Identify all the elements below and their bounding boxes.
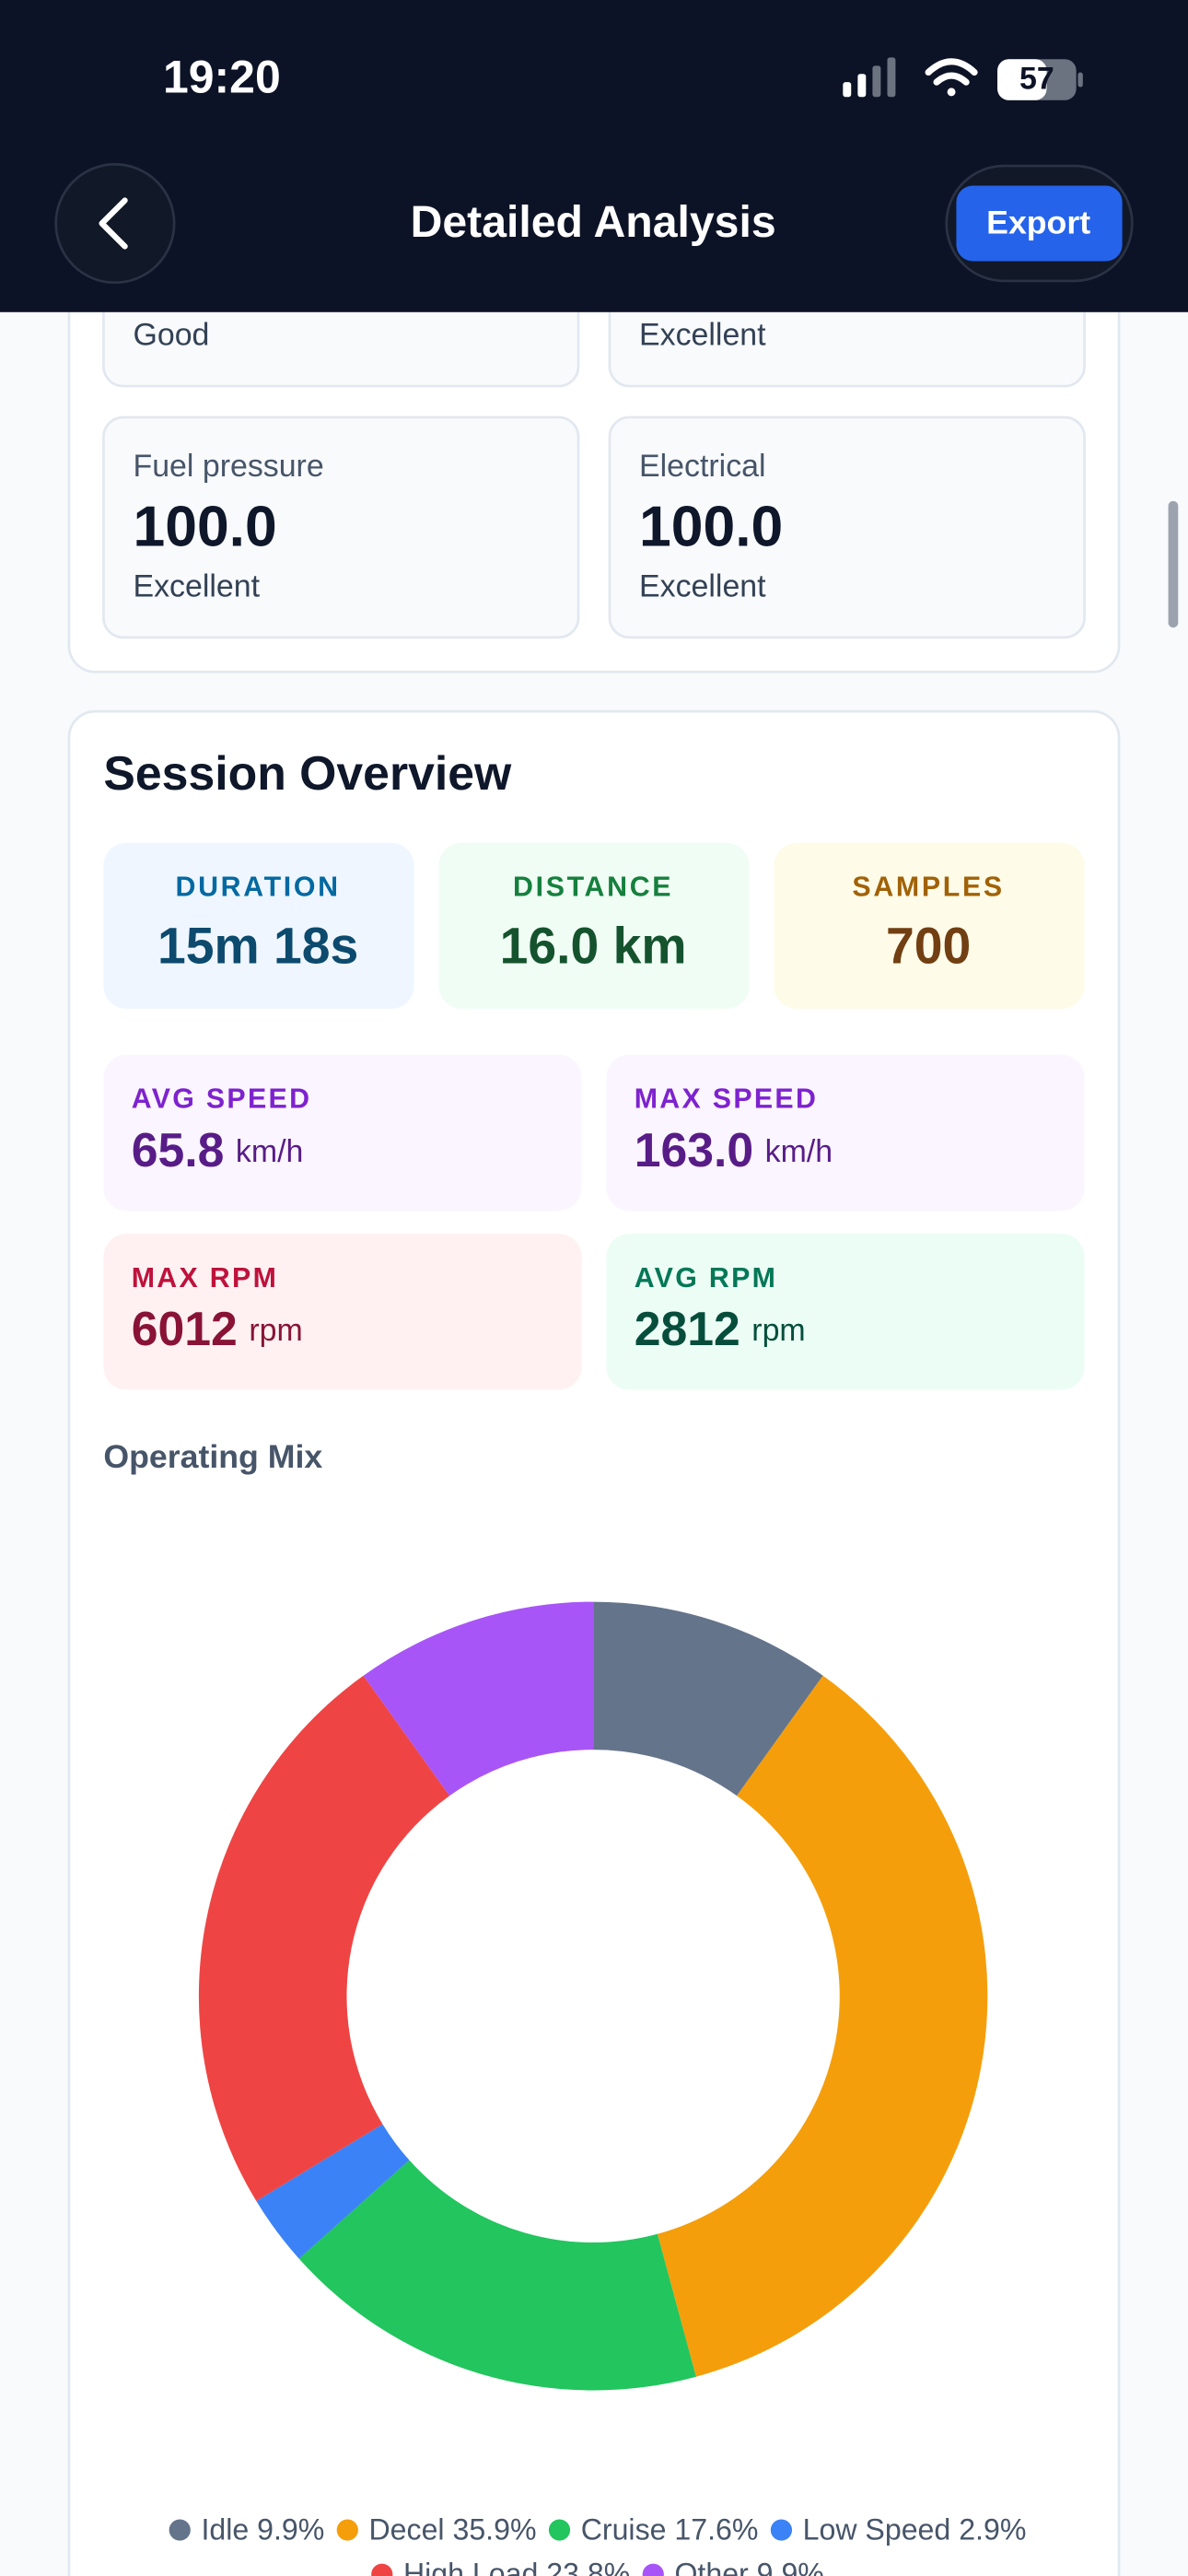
legend-value: 35.9% [452,2512,536,2546]
legend-item: Decel 35.9% [336,2512,537,2546]
legend-swatch [642,2563,664,2576]
metric-label: MAX SPEED [635,1084,818,1115]
legend-label: High Load [403,2557,538,2576]
legend-item: Other 9.9% [642,2557,824,2576]
donut-slice [298,2160,696,2391]
metric-label: AVG RPM [635,1263,777,1294]
metric-tile [608,416,1086,639]
legend-label: Cruise [581,2512,667,2546]
tile-status: Excellent [134,568,261,603]
metric-number: 2812 [635,1302,740,1355]
stat-tile [103,842,414,1009]
metric-number: 163.0 [635,1122,753,1176]
tile-status: Excellent [639,318,766,353]
metric-value: 163.0 km/h [635,1122,833,1176]
export-button[interactable] [956,185,1123,262]
stat-label: DURATION [176,872,341,903]
legend-swatch [770,2519,793,2541]
donut-slice [657,1675,988,2377]
stat-tile [438,842,750,1009]
metric-value: 6012 rpm [132,1302,303,1355]
metric-box [103,1054,582,1212]
legend-value: 23.8% [546,2557,630,2576]
legend-item: Low Speed 2.9% [770,2512,1026,2546]
export-label: Export [986,205,1090,241]
screen-title: Detailed Analysis [411,197,776,247]
legend-value: 17.6% [674,2512,758,2546]
metric-unit: rpm [249,1313,302,1348]
donut-chart [198,1601,988,2391]
stat-value: 16.0 km [500,917,687,974]
metric-number: 65.8 [132,1122,225,1176]
signal-icon [843,57,896,98]
tile-value: 100.0 [639,494,783,558]
metric-value: 2812 rpm [635,1302,806,1355]
tile-label: Fuel pressure [134,449,324,484]
metric-unit: km/h [236,1134,303,1169]
metric-box [103,1234,582,1390]
metric-unit: rpm [751,1313,805,1348]
legend-label: Decel [368,2512,444,2546]
donut-slice [593,1601,823,1797]
legend-value: 9.9% [257,2512,324,2546]
scrollbar [1168,500,1179,628]
legend-label: Idle [201,2512,249,2546]
stat-label: DISTANCE [513,872,673,903]
tile-status: Good [134,318,210,353]
stat-value: 15m 18s [157,917,358,974]
legend: Idle 9.9% Decel 35.9% Cruise 17.6% Low Speed 2.… [169,2512,1026,2576]
tile-status: Excellent [639,568,766,603]
metric-label: MAX RPM [132,1263,278,1294]
back-button[interactable] [54,162,176,285]
legend-item: Cruise 17.6% [548,2512,758,2546]
legend-swatch [371,2563,393,2576]
battery-level: 57 [1019,61,1054,96]
legend-item: Idle 9.9% [169,2512,324,2546]
donut-slice [363,1601,594,1797]
legend-swatch [336,2519,358,2541]
back-icon [99,197,128,250]
legend-swatch [548,2519,571,2541]
donut-slice [198,1675,450,2202]
section-title: Session Overview [103,746,512,800]
donut-slice [256,2124,410,2259]
stat-tile [774,842,1085,1009]
metric-unit: km/h [765,1134,833,1169]
metric-box [606,1234,1085,1390]
battery-icon: 57 [997,59,1083,100]
metric-label: AVG SPEED [132,1084,312,1115]
tile-label: Electrical [639,449,765,484]
status-time: 19:20 [163,52,281,103]
legend-label: Other [674,2557,749,2576]
metric-tile [102,416,580,639]
metric-value: 65.8 km/h [132,1122,304,1176]
metric-number: 6012 [132,1302,238,1355]
legend-swatch [169,2519,191,2541]
wifi-icon [925,58,978,97]
legend-value: 2.9% [959,2512,1026,2546]
legend-value: 9.9% [757,2557,824,2576]
chart-title: Operating Mix [103,1438,322,1475]
legend-label: Low Speed [803,2512,951,2546]
stat-label: SAMPLES [852,872,1004,903]
legend-item: High Load 23.8% [371,2557,630,2576]
tile-value: 100.0 [134,494,277,558]
metric-box [606,1054,1085,1212]
stat-value: 700 [886,917,971,974]
